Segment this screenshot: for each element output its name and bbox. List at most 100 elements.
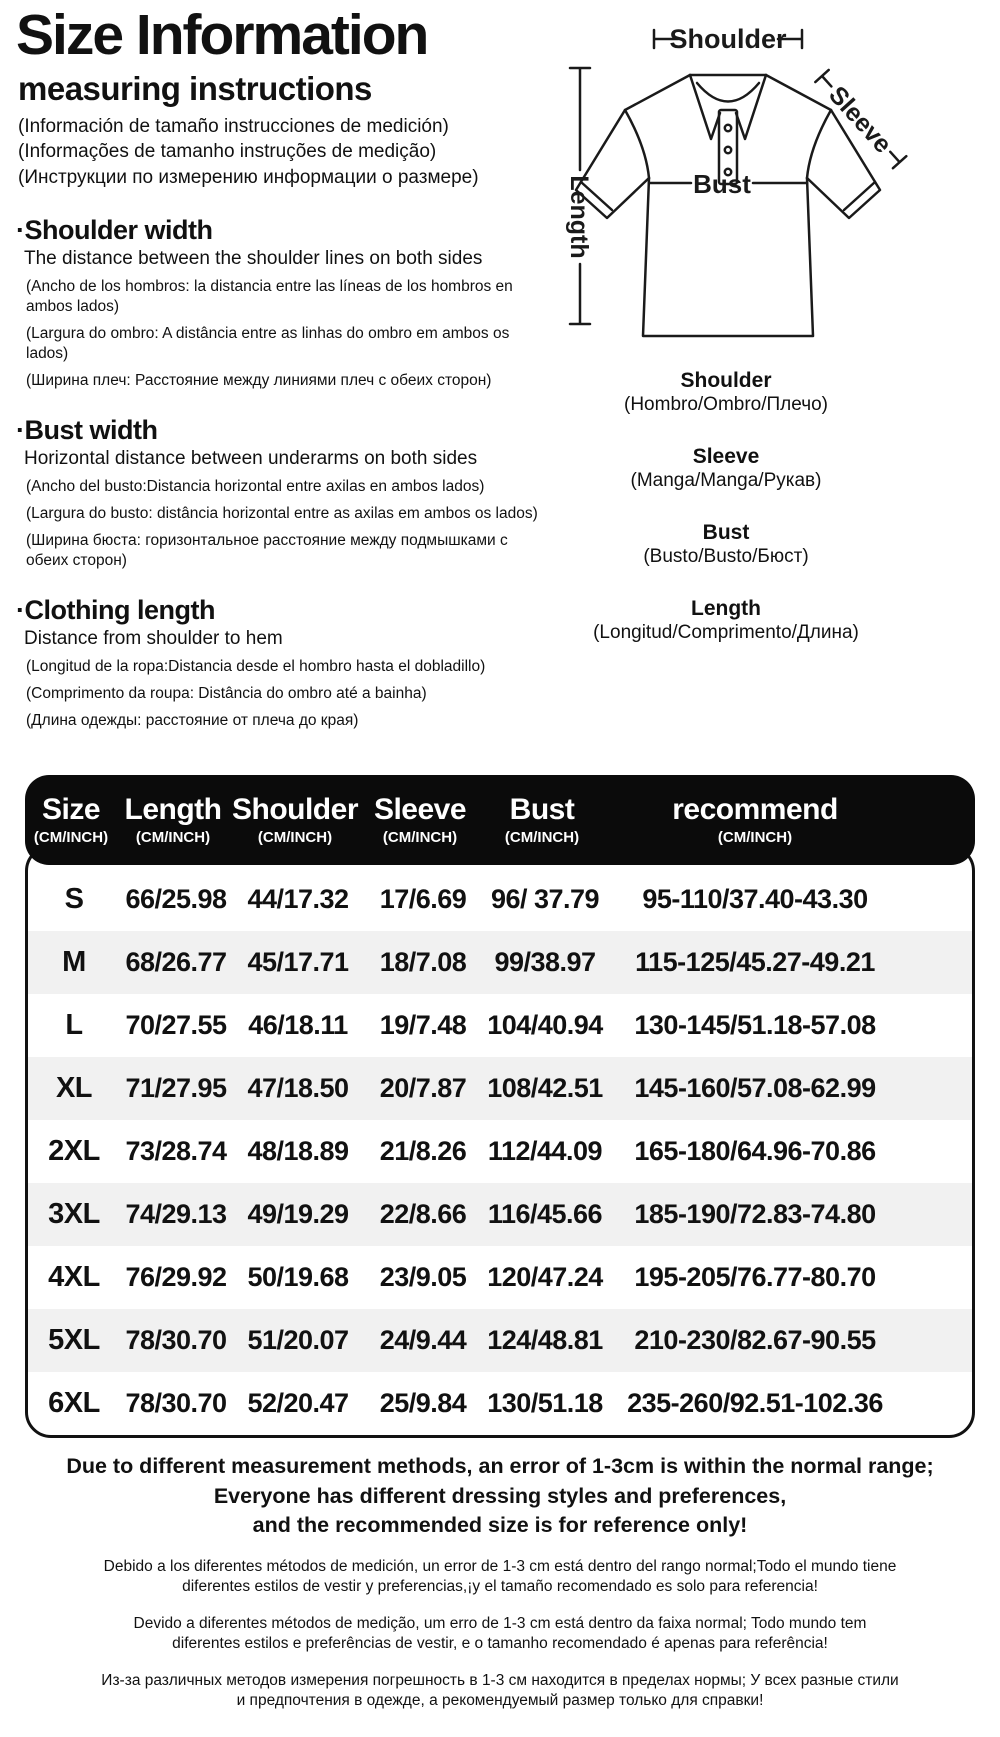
table-cell: 116/45.66: [487, 1199, 603, 1229]
note-spanish: Debido a los diferentes métodos de medic…: [0, 1557, 1000, 1598]
section-translation-es: (Longitud de la ropa:Distancia desde el …: [26, 658, 486, 676]
column-label: recommend: [672, 793, 838, 827]
section-translation-ru: (Ширина бюста: горизонтальное расстояние…: [26, 531, 508, 569]
table-cell: 68/26.77: [125, 947, 227, 977]
column-header-recommend: recommend (CM/INCH): [605, 794, 975, 846]
section-translation-pt: (Largura do busto: distância horizontal …: [26, 505, 538, 523]
column-header-size: Size (CM/INCH): [25, 794, 117, 846]
section-translation-es: (Ancho de los hombros: la distancia entr…: [26, 278, 513, 316]
subtitle-translation-es: (Información de tamaño instrucciones de …: [18, 115, 449, 137]
bullet: ·: [16, 214, 25, 245]
table-row: 4XL 76/29.92 50/19.68 23/9.05 120/47.24 …: [28, 1246, 972, 1309]
column-unit: (CM/INCH): [717, 828, 793, 846]
note-line: Devido a diferentes métodos de medição, …: [133, 1614, 867, 1632]
bullet: ·: [16, 594, 25, 625]
table-cell: 17/6.69: [379, 884, 467, 914]
table-cell: M: [62, 946, 86, 978]
table-cell: 23/9.05: [379, 1262, 467, 1292]
legend-item-shoulder: Shoulder (Hombro/Ombro/Плечо): [550, 368, 902, 417]
column-label: Length: [124, 793, 222, 827]
table-cell: 20/7.87: [379, 1073, 467, 1103]
note-bold-line: Due to different measurement methods, an…: [66, 1454, 934, 1478]
table-row: M 68/26.77 45/17.71 18/7.08 99/38.97 115…: [28, 931, 972, 994]
legend-item-sleeve: Sleeve (Manga/Manga/Рукав): [550, 444, 902, 493]
table-cell: 70/27.55: [125, 1010, 227, 1040]
table-cell: 115-125/45.27-49.21: [635, 947, 875, 977]
table-cell: 78/30.70: [125, 1325, 227, 1355]
table-cell: 78/30.70: [125, 1388, 227, 1418]
section-translation-ru: (Ширина плеч: Расстояние между линиями п…: [26, 371, 492, 389]
column-header-length: Length (CM/INCH): [117, 794, 229, 846]
note-portuguese: Devido a diferentes métodos de medição, …: [0, 1614, 1000, 1655]
legend-term: Shoulder: [680, 369, 772, 392]
table-cell: 185-190/72.83-74.80: [634, 1199, 876, 1229]
section-translation-ru: (Длина одежды: расстояние от плеча до кр…: [26, 711, 359, 729]
section-description: The distance between the shoulder lines …: [24, 248, 483, 270]
table-cell: 112/44.09: [487, 1136, 603, 1166]
table-cell: 95-110/37.40-43.30: [642, 884, 868, 914]
table-row: 6XL 78/30.70 52/20.47 25/9.84 130/51.18 …: [28, 1372, 972, 1435]
table-cell: 108/42.51: [487, 1073, 603, 1103]
section-description: Horizontal distance between underarms on…: [24, 448, 478, 470]
section-heading-text: Shoulder width: [24, 214, 214, 245]
polo-shirt-diagram: Shoulder Length Sleeve Bust: [565, 24, 908, 338]
intro-column: Size Information measuring instructions …: [16, 5, 550, 731]
bullet: ·: [16, 414, 25, 445]
table-cell: S: [64, 883, 84, 915]
table-cell: 18/7.08: [379, 947, 467, 977]
table-cell: 6XL: [48, 1387, 100, 1419]
note-line: Debido a los diferentes métodos de medic…: [103, 1557, 897, 1575]
table-cell: 124/48.81: [487, 1325, 603, 1355]
note-line: diferentes estilos e preferências de ves…: [172, 1635, 828, 1653]
table-cell: 25/9.84: [379, 1388, 467, 1418]
diagram-legend: Shoulder (Hombro/Ombro/Плечо) Sleeve (Ma…: [550, 368, 902, 645]
table-row: L 70/27.55 46/18.11 19/7.48 104/40.94 13…: [28, 994, 972, 1057]
section-heading: ·Bust width: [16, 414, 550, 446]
table-row: 2XL 73/28.74 48/18.89 21/8.26 112/44.09 …: [28, 1120, 972, 1183]
table-cell: 50/19.68: [247, 1262, 349, 1292]
table-cell: 145-160/57.08-62.99: [634, 1073, 876, 1103]
table-cell: 49/19.29: [247, 1199, 349, 1229]
table-cell: 52/20.47: [247, 1388, 349, 1418]
table-cell: 210-230/82.67-90.55: [634, 1325, 876, 1355]
table-cell: L: [65, 1009, 83, 1041]
table-cell: 130-145/51.18-57.08: [634, 1010, 876, 1040]
table-cell: 24/9.44: [379, 1325, 467, 1355]
section-translation-pt: (Comprimento da roupa: Distância do ombr…: [26, 685, 427, 703]
table-cell: 46/18.11: [248, 1010, 348, 1040]
section-heading-text: Clothing length: [24, 594, 216, 625]
sleeve-measure-label: Sleeve: [823, 81, 897, 159]
table-cell: 235-260/92.51-102.36: [627, 1388, 883, 1418]
column-unit: (CM/INCH): [504, 828, 580, 846]
table-cell: 104/40.94: [487, 1010, 603, 1040]
table-cell: 47/18.50: [247, 1073, 349, 1103]
subtitle-translation-pt: (Informações de tamanho instruções de me…: [18, 141, 437, 163]
column-label: Shoulder: [231, 793, 359, 827]
legend-translations: (Longitud/Comprimento/Длина): [593, 622, 859, 643]
column-header-bust: Bust (CM/INCH): [479, 794, 605, 846]
shoulder-measure-ticks: [652, 28, 804, 50]
section-bust-width: ·Bust width Horizontal distance between …: [16, 414, 550, 571]
table-cell: 44/17.32: [247, 884, 349, 914]
legend-term: Length: [691, 596, 761, 620]
footer-notes: Due to different measurement methods, an…: [0, 1452, 1000, 1712]
column-unit: (CM/INCH): [135, 828, 211, 846]
length-measure-ticks: [568, 66, 592, 326]
section-heading: ·Clothing length: [16, 594, 550, 626]
note-bold-line: Everyone has different dressing styles a…: [213, 1483, 787, 1508]
note-bold-line: and the recommended size is for referenc…: [252, 1513, 748, 1538]
legend-translations: (Hombro/Ombro/Плечо): [624, 394, 828, 416]
table-cell: 73/28.74: [125, 1136, 227, 1166]
section-description: Distance from shoulder to hem: [24, 628, 283, 650]
legend-term: Bust: [702, 520, 750, 544]
column-header-shoulder: Shoulder (CM/INCH): [229, 794, 361, 846]
measurement-diagram: Shoulder Length Sleeve Bust Shoulder (Ho…: [550, 12, 1000, 672]
legend-item-bust: Bust (Busto/Busto/Бюст): [550, 520, 902, 569]
section-shoulder-width: ·Shoulder width The distance between the…: [16, 214, 550, 391]
note-russian: Из-за различных методов измерения погреш…: [0, 1671, 1000, 1712]
table-cell: 5XL: [48, 1324, 100, 1356]
table-cell: 19/7.48: [379, 1010, 467, 1040]
note-line: diferentes estilos de vestir y preferenc…: [182, 1578, 818, 1596]
table-cell: 120/47.24: [487, 1262, 603, 1292]
